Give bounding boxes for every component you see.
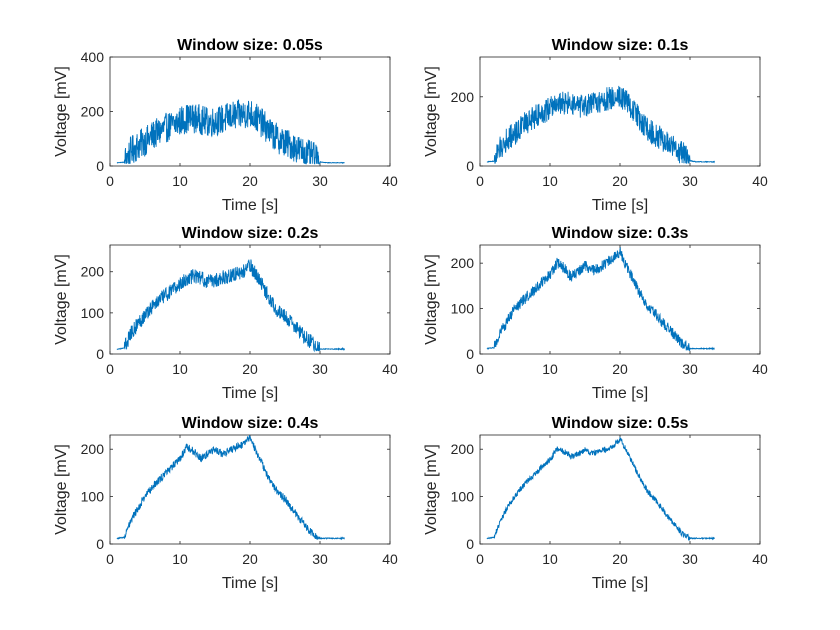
series-line xyxy=(486,436,715,541)
series-line xyxy=(116,435,345,541)
subplot-6: 0 10 20 30 40 0 100 200 Window size: 0.5s Time [s… xyxy=(423,415,768,592)
axes-box xyxy=(479,434,761,545)
x-tick-label: 10 xyxy=(172,551,188,567)
axes-box xyxy=(109,434,391,545)
y-tick-label: 0 xyxy=(466,536,474,552)
y-tick-label: 200 xyxy=(451,441,475,457)
x-tick-label: 20 xyxy=(242,551,258,567)
x-tick-label: 40 xyxy=(382,551,398,567)
x-tick-label: 20 xyxy=(612,551,628,567)
y-tick-label: 0 xyxy=(466,158,474,174)
axes-box xyxy=(479,56,761,167)
subplot-title: Window size: 0.5s xyxy=(552,415,689,432)
x-tick-label: 20 xyxy=(242,361,258,377)
y-axis-label: Voltage [mV] xyxy=(423,66,440,157)
x-tick-label: 40 xyxy=(382,361,398,377)
series-line xyxy=(486,246,715,351)
x-axis-label: Time [s] xyxy=(592,575,648,592)
y-tick-label: 0 xyxy=(466,346,474,362)
y-axis-label: Voltage [mV] xyxy=(53,444,70,535)
y-tick-label: 100 xyxy=(81,489,105,505)
x-tick-label: 10 xyxy=(542,551,558,567)
x-tick-label: 40 xyxy=(382,173,398,189)
subplot-2: 0 10 20 30 40 0 200 Window size: 0.1s Time [s] Vo… xyxy=(423,37,768,214)
series-line xyxy=(116,259,345,353)
x-tick-label: 40 xyxy=(752,551,768,567)
x-tick-label: 20 xyxy=(612,173,628,189)
y-tick-label: 0 xyxy=(96,536,104,552)
y-axis-label: Voltage [mV] xyxy=(53,254,70,345)
x-tick-label: 20 xyxy=(612,361,628,377)
subplot-title: Window size: 0.2s xyxy=(182,225,319,242)
x-tick-label: 30 xyxy=(682,173,698,189)
x-tick-label: 0 xyxy=(476,173,484,189)
y-tick-label: 100 xyxy=(451,489,475,505)
y-tick-label: 200 xyxy=(451,255,475,271)
subplot-title: Window size: 0.1s xyxy=(552,37,689,54)
x-tick-label: 20 xyxy=(242,173,258,189)
x-tick-label: 0 xyxy=(106,361,114,377)
x-axis-label: Time [s] xyxy=(222,197,278,214)
subplot-4: 0 10 20 30 40 0 100 200 Window size: 0.3s Time [s… xyxy=(423,225,768,402)
y-tick-label: 100 xyxy=(81,305,105,321)
x-tick-label: 0 xyxy=(476,551,484,567)
x-tick-label: 10 xyxy=(542,173,558,189)
subplot-title: Window size: 0.05s xyxy=(177,37,323,54)
y-tick-label: 0 xyxy=(96,346,104,362)
y-tick-label: 200 xyxy=(81,104,105,120)
x-tick-label: 0 xyxy=(476,361,484,377)
x-axis-label: Time [s] xyxy=(592,197,648,214)
x-tick-label: 30 xyxy=(312,361,328,377)
x-tick-label: 10 xyxy=(172,361,188,377)
y-tick-label: 400 xyxy=(81,49,105,65)
x-tick-label: 30 xyxy=(312,551,328,567)
y-tick-label: 0 xyxy=(96,158,104,174)
x-axis-label: Time [s] xyxy=(222,385,278,402)
axes-box xyxy=(109,244,391,355)
x-tick-label: 30 xyxy=(312,173,328,189)
subplot-title: Window size: 0.3s xyxy=(552,225,689,242)
x-tick-label: 40 xyxy=(752,361,768,377)
y-tick-label: 100 xyxy=(451,301,475,317)
y-tick-label: 200 xyxy=(451,89,475,105)
series-line xyxy=(116,99,345,165)
subplot-5: 0 10 20 30 40 0 100 200 Window size: 0.4s Time [s… xyxy=(53,415,398,592)
x-tick-label: 10 xyxy=(542,361,558,377)
y-tick-label: 200 xyxy=(81,264,105,280)
series-line xyxy=(486,85,715,164)
x-tick-label: 40 xyxy=(752,173,768,189)
x-tick-label: 30 xyxy=(682,361,698,377)
y-axis-label: Voltage [mV] xyxy=(423,444,440,535)
x-axis-label: Time [s] xyxy=(592,385,648,402)
x-tick-label: 0 xyxy=(106,551,114,567)
x-axis-label: Time [s] xyxy=(222,575,278,592)
subplot-title: Window size: 0.4s xyxy=(182,415,319,432)
x-tick-label: 0 xyxy=(106,173,114,189)
y-axis-label: Voltage [mV] xyxy=(53,66,70,157)
y-axis-label: Voltage [mV] xyxy=(423,254,440,345)
x-tick-label: 30 xyxy=(682,551,698,567)
axes-box xyxy=(109,56,391,167)
axes-box xyxy=(479,244,761,355)
x-tick-label: 10 xyxy=(172,173,188,189)
y-tick-label: 200 xyxy=(81,441,105,457)
subplot-3: 0 10 20 30 40 0 100 200 Window size: 0.2s Time [s… xyxy=(53,225,398,402)
